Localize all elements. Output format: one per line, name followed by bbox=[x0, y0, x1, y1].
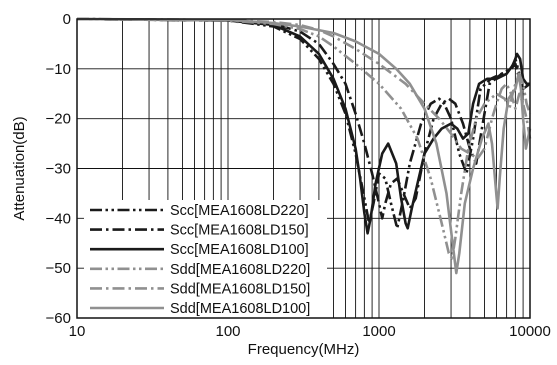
series-line bbox=[76, 17, 530, 235]
legend: Scc[MEA1608LD220] Scc[MEA1608LD150] Scc[ME… bbox=[84, 200, 327, 322]
series-line bbox=[76, 17, 532, 275]
x-axis-title: Frequency(MHz) bbox=[248, 341, 360, 358]
x-tick-label: 100 bbox=[215, 323, 240, 340]
y-axis-title: Attenuation(dB) bbox=[11, 116, 28, 220]
y-tick-label: −50 bbox=[46, 260, 71, 277]
legend-label: Sdd[MEA1608LD220] bbox=[170, 262, 310, 278]
legend-label: Sdd[MEA1608LD100] bbox=[170, 301, 310, 317]
x-tick-label: 1000 bbox=[362, 323, 395, 340]
legend-background bbox=[84, 200, 327, 322]
series-lines bbox=[76, 17, 532, 275]
plot-frame bbox=[76, 18, 531, 319]
x-tick-label: 10 bbox=[69, 323, 86, 340]
y-tick-label: −20 bbox=[46, 111, 71, 128]
y-tick-label: −10 bbox=[46, 61, 71, 78]
legend-label: Scc[MEA1608LD150] bbox=[170, 223, 309, 239]
y-tick-label: −40 bbox=[46, 210, 71, 227]
legend-label: Sdd[MEA1608LD150] bbox=[170, 281, 310, 297]
y-tick-label: 0 bbox=[63, 11, 71, 28]
x-tick-label: 10000 bbox=[509, 323, 551, 340]
y-tick-label: −60 bbox=[46, 310, 71, 327]
legend-label: Scc[MEA1608LD220] bbox=[170, 203, 309, 219]
series-line bbox=[76, 17, 532, 160]
legend-label: Scc[MEA1608LD100] bbox=[170, 242, 309, 258]
y-tick-label: −30 bbox=[46, 161, 71, 178]
